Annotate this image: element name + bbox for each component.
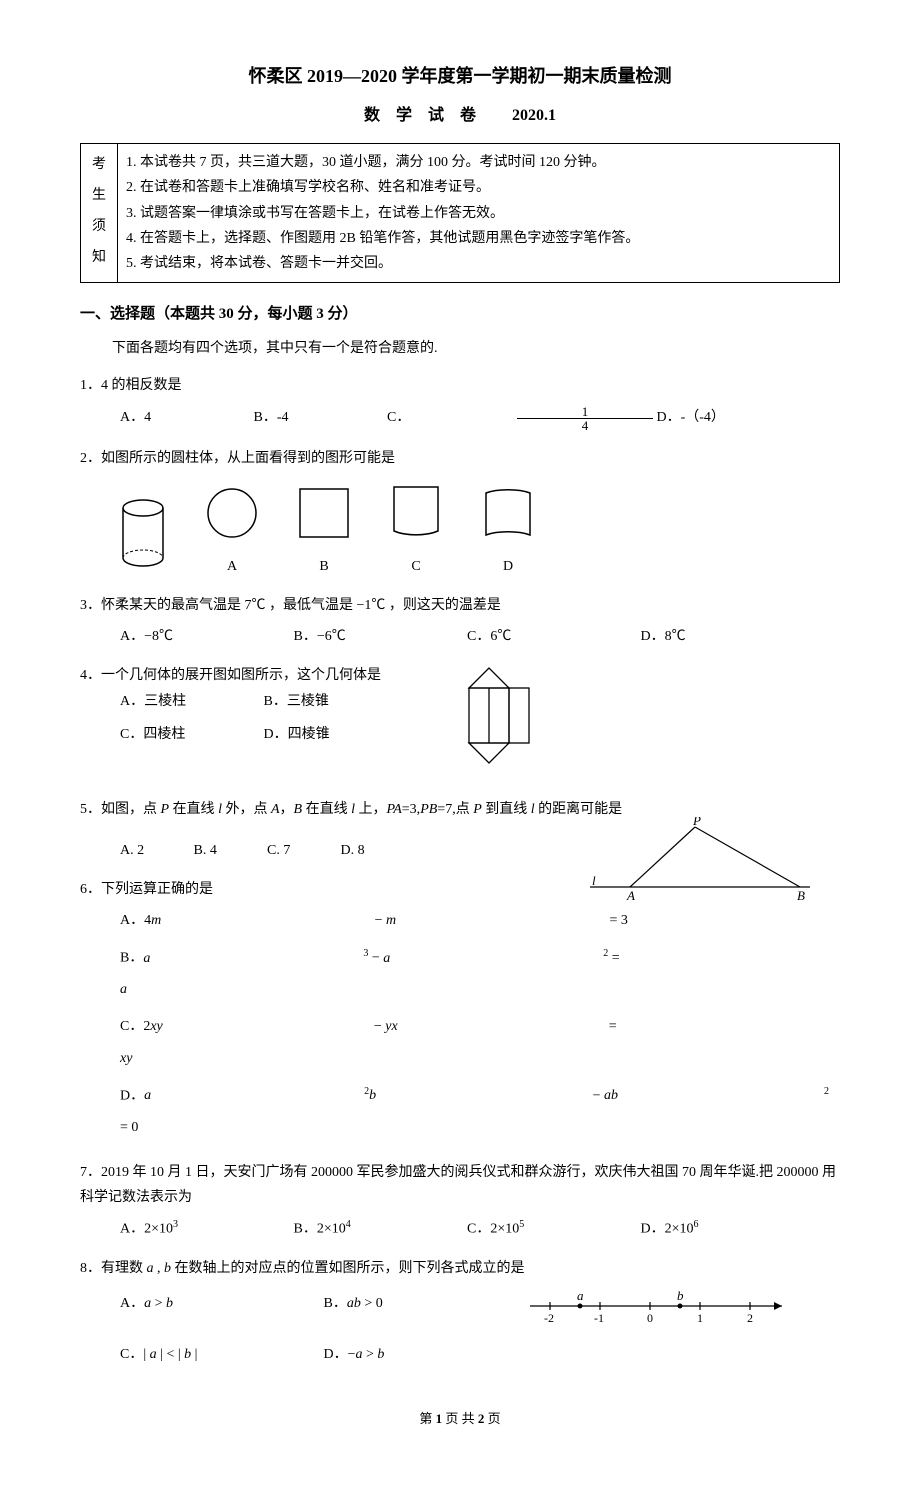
q4-opt-c: C．四棱柱 — [120, 722, 260, 747]
subtitle-date: 2020.1 — [512, 107, 556, 124]
q8-opt-a: A．a > b — [120, 1291, 320, 1316]
q7-opt-a: A．2×103 — [120, 1216, 290, 1242]
q5-opt-d: D. 8 — [341, 838, 411, 863]
svg-text:a: a — [577, 1288, 584, 1303]
notice-items: 1. 本试卷共 7 页，共三道大题，30 道小题，满分 100 分。考试时间 1… — [118, 144, 840, 283]
notice-item: 5. 考试结束，将本试卷、答题卡一并交回。 — [126, 251, 831, 276]
q7-opt-c: C．2×105 — [467, 1216, 637, 1242]
q4-opt-d: D．四棱锥 — [264, 722, 404, 747]
q8-opt-b: B．ab > 0 — [324, 1291, 444, 1316]
svg-text:l: l — [592, 873, 596, 888]
q6-opt-d: D．a2b − ab2 = 0 — [120, 1083, 840, 1140]
notice-item: 3. 试题答案一律填涂或书写在答题卡上，在试卷上作答无效。 — [126, 201, 831, 226]
svg-text:-1: -1 — [594, 1311, 604, 1325]
q4-opt-a: A．三棱柱 — [120, 689, 260, 714]
q1-opt-b: B．-4 — [254, 405, 384, 430]
q4-net-icon — [444, 663, 534, 782]
question-3: 3．怀柔某天的最高气温是 7℃ ，最低气温是 −1℃ ，则这天的温差是 A．−8… — [80, 593, 840, 649]
q3-opt-c: C．6℃ — [467, 624, 637, 649]
notice-item: 4. 在答题卡上，选择题、作图题用 2B 铅笔作答，其他试题用黑色字迹签字笔作答… — [126, 226, 831, 251]
svg-text:2: 2 — [747, 1311, 753, 1325]
q7-options: A．2×103 B．2×104 C．2×105 D．2×106 — [120, 1216, 840, 1242]
q2-text: 2．如图所示的圆柱体，从上面看得到的图形可能是 — [80, 446, 840, 471]
q5-opt-a: A. 2 — [120, 838, 190, 863]
subtitle-text: 数 学 试 卷 — [364, 107, 482, 124]
question-2: 2．如图所示的圆柱体，从上面看得到的图形可能是 A B C — [80, 446, 840, 580]
q1-text: 1．4 的相反数是 — [80, 373, 840, 398]
q6-options: A．4m − m = 3 B．a3 − a2 = a C．2xy − yx = … — [120, 908, 840, 1146]
q4-opt-b: B．三棱锥 — [264, 689, 404, 714]
q2-figures: A B C D — [120, 483, 840, 579]
section-instruction: 下面各题均有四个选项，其中只有一个是符合题意的. — [112, 336, 840, 361]
q2-opt-c-icon: C — [390, 483, 442, 579]
question-5: 5．如图，点 P 在直线 l 外，点 A，B 在直线 l 上，PA=3,PB=7… — [80, 797, 840, 863]
q5-opt-b: B. 4 — [194, 838, 264, 863]
svg-text:A: A — [626, 888, 635, 902]
notice-box: 考生须知 1. 本试卷共 7 页，共三道大题，30 道小题，满分 100 分。考… — [80, 143, 840, 283]
q4-text: 4．一个几何体的展开图如图所示，这个几何体是 — [80, 663, 404, 688]
notice-item: 2. 在试卷和答题卡上准确填写学校名称、姓名和准考证号。 — [126, 175, 831, 200]
q7-text: 7．2019 年 10 月 1 日，天安门广场有 200000 军民参加盛大的阅… — [80, 1160, 840, 1210]
page-subtitle: 数 学 试 卷 2020.1 — [80, 102, 840, 131]
q1-opt-c: C．14 — [387, 405, 653, 432]
section-heading: 一、选择题（本题共 30 分，每小题 3 分） — [80, 301, 840, 328]
q8-opt-d: D．−a > b — [324, 1342, 444, 1367]
question-7: 7．2019 年 10 月 1 日，天安门广场有 200000 军民参加盛大的阅… — [80, 1160, 840, 1242]
q2-opt-a-icon: A — [206, 487, 258, 579]
q3-opt-b: B．−6℃ — [294, 624, 464, 649]
question-1: 1．4 的相反数是 A．4 B．-4 C．14 D．-（-4） — [80, 373, 840, 431]
q4-options: A．三棱柱 B．三棱锥 C．四棱柱 D．四棱锥 — [120, 689, 404, 755]
svg-text:-2: -2 — [544, 1311, 554, 1325]
q2-cylinder-icon — [120, 498, 166, 579]
question-8: 8．有理数 a , b 在数轴上的对应点的位置如图所示，则下列各式成立的是 A．… — [80, 1256, 840, 1367]
q5-figure: P l A B — [580, 817, 820, 902]
notice-item: 1. 本试卷共 7 页，共三道大题，30 道小题，满分 100 分。考试时间 1… — [126, 150, 831, 175]
notice-label: 考生须知 — [81, 144, 118, 283]
q6-opt-c: C．2xy − yx = xy — [120, 1014, 840, 1076]
q8-text: 8．有理数 a , b 在数轴上的对应点的位置如图所示，则下列各式成立的是 — [80, 1256, 840, 1281]
q1-opt-d: D．-（-4） — [657, 405, 787, 430]
q2-opt-b-icon: B — [298, 487, 350, 579]
q6-opt-a: A．4m − m = 3 — [120, 908, 628, 939]
q1-options: A．4 B．-4 C．14 D．-（-4） — [120, 405, 840, 432]
q8-opt-c: C．| a | < | b | — [120, 1342, 320, 1367]
q8-number-line: -2 -1 0 1 2 a b — [520, 1286, 800, 1332]
svg-text:B: B — [797, 888, 805, 902]
svg-text:0: 0 — [647, 1311, 653, 1325]
q6-opt-b: B．a3 − a2 = a — [120, 945, 840, 1008]
q3-options: A．−8℃ B．−6℃ C．6℃ D．8℃ — [120, 624, 840, 649]
q1-opt-a: A．4 — [120, 405, 250, 430]
q3-opt-d: D．8℃ — [641, 624, 811, 649]
page-title: 怀柔区 2019—2020 学年度第一学期初一期末质量检测 — [80, 60, 840, 92]
q3-text: 3．怀柔某天的最高气温是 7℃ ，最低气温是 −1℃ ，则这天的温差是 — [80, 593, 840, 618]
svg-text:P: P — [692, 817, 701, 828]
page-footer: 第 1 页 共 2 页 — [80, 1407, 840, 1430]
svg-text:1: 1 — [697, 1311, 703, 1325]
question-4: 4．一个几何体的展开图如图所示，这个几何体是 A．三棱柱 B．三棱锥 C．四棱柱… — [80, 663, 840, 782]
q3-opt-a: A．−8℃ — [120, 624, 290, 649]
svg-text:b: b — [677, 1288, 684, 1303]
q2-opt-d-icon: D — [482, 483, 534, 579]
q5-opt-c: C. 7 — [267, 838, 337, 863]
q7-opt-b: B．2×104 — [294, 1216, 464, 1242]
q7-opt-d: D．2×106 — [641, 1216, 811, 1242]
question-6: 6．下列运算正确的是 A．4m − m = 3 B．a3 − a2 = a C．… — [80, 877, 840, 1146]
